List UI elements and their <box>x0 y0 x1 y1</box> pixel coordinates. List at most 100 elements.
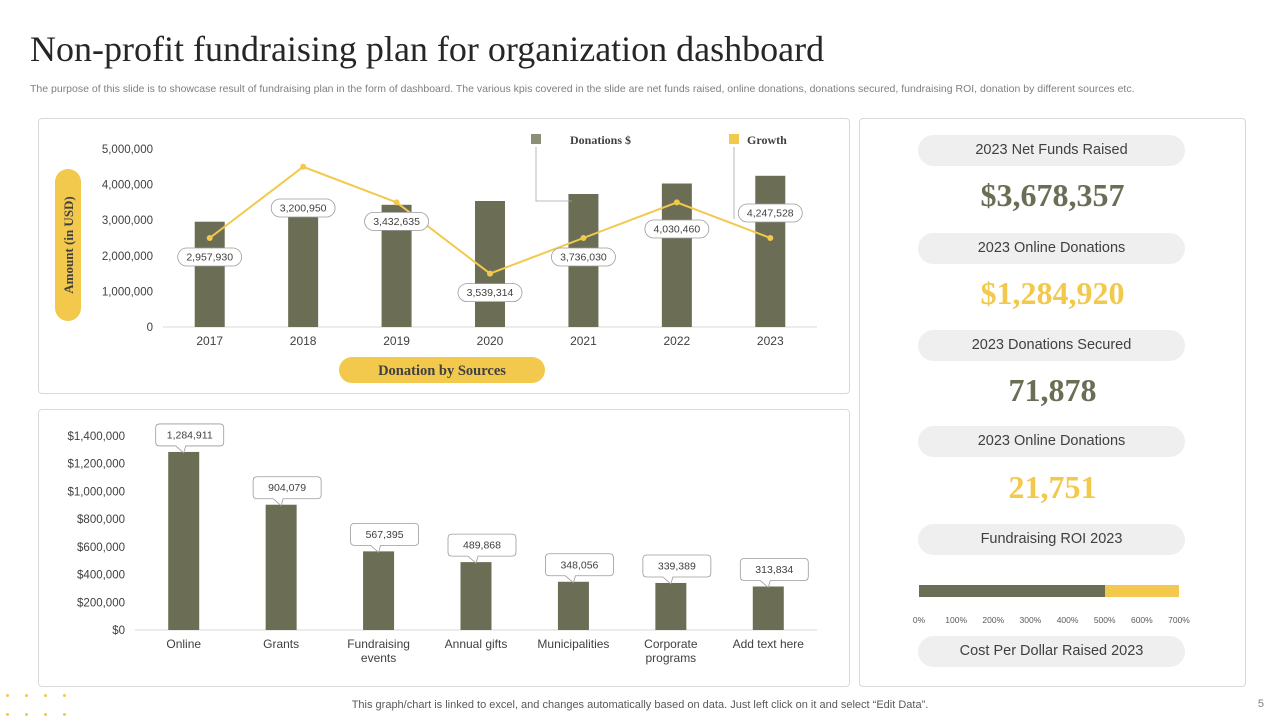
source-data-label-text: 489,868 <box>463 540 501 552</box>
source-data-label-box <box>739 558 809 589</box>
y-tick-label: $1,000,000 <box>67 486 125 498</box>
chart-title-pill <box>339 357 545 383</box>
y-tick-label: 0 <box>147 322 153 334</box>
donation-data-label: 3,432,635 <box>364 212 429 231</box>
kpi-value-online-donations: $1,284,920 <box>980 275 1125 311</box>
roi-tick-label: 700% <box>1168 615 1190 625</box>
x-tick-line: Add text here <box>733 637 805 651</box>
donation-sources-panel: $0 $200,000 $400,000 $600,000 $800,000 $1,000… <box>38 409 850 687</box>
donation-data-label-text: 3,539,314 <box>467 287 514 299</box>
x-tick-line: Municipalities <box>537 637 609 651</box>
y-tick-label: $200,000 <box>77 597 125 609</box>
source-data-label: 567,395 <box>350 522 419 554</box>
roi-progress-bar <box>919 585 1179 597</box>
roi-tick-label: 400% <box>1056 615 1079 625</box>
donation-bar <box>288 213 319 327</box>
source-bar <box>460 562 492 630</box>
x-tick-line: Online <box>166 637 201 651</box>
y-tick-label: $600,000 <box>77 542 125 554</box>
source-data-label-text: 313,834 <box>755 564 793 576</box>
roi-axis: 0% 100% 200% 300% 400% 500% 600% 700% <box>911 615 1191 627</box>
growth-point <box>300 163 307 170</box>
donation-data-label-box <box>551 247 616 267</box>
legend-donations-leader <box>535 147 572 202</box>
growth-point <box>580 235 587 241</box>
legend-growth-label: Growth <box>747 133 787 147</box>
roi-tick-label: 200% <box>982 615 1005 625</box>
source-data-label-box <box>545 553 614 584</box>
y-axis-title-text: Amount (in USD) <box>61 196 76 294</box>
source-data-label: 313,834 <box>739 558 809 589</box>
source-data-label: 489,868 <box>447 533 517 564</box>
yearly-donations-panel: 0 1,000,000 2,000,000 3,000,000 4,000,000 5,0… <box>38 118 850 394</box>
chart-title-text: Donation by Sources <box>378 363 506 379</box>
source-bar <box>168 451 200 630</box>
donation-data-label-box <box>737 203 803 223</box>
decor-dot <box>6 694 9 697</box>
source-data-label: 348,056 <box>545 553 614 584</box>
source-data-label-text: 339,389 <box>658 560 696 572</box>
x-tick-line: Fundraising <box>347 637 410 651</box>
donation-data-label-box <box>270 198 336 218</box>
donation-data-label-box <box>457 283 523 302</box>
legend-donations-label: Donations $ <box>570 133 631 147</box>
x-tick-line: Grants <box>263 637 299 651</box>
decor-dot <box>25 713 28 716</box>
decor-dot <box>6 713 9 716</box>
roi-tick-label: 600% <box>1130 615 1153 625</box>
roi-tick-label: 500% <box>1093 615 1116 625</box>
yearly-donations-chart[interactable]: 0 1,000,000 2,000,000 3,000,000 4,000,000 5,0… <box>39 119 849 393</box>
x-tick-label: Online <box>166 637 201 651</box>
donation-data-label-text: 2,957,930 <box>186 252 233 264</box>
page-number: 5 <box>1257 698 1264 710</box>
source-data-label-text: 348,056 <box>560 559 598 571</box>
roi-progress-remainder <box>1104 585 1179 597</box>
growth-point <box>206 235 213 241</box>
chart-legend: Donations $ Growth <box>531 133 787 219</box>
source-bar <box>655 582 687 630</box>
donation-data-label: 3,736,030 <box>551 247 616 267</box>
donation-data-label-text: 3,432,635 <box>373 216 420 228</box>
growth-point <box>393 199 400 206</box>
x-tick-label: 2023 <box>757 334 784 348</box>
donation-data-label: 3,539,314 <box>457 283 523 302</box>
roi-tick-label: 300% <box>1019 615 1042 625</box>
growth-point <box>767 235 774 241</box>
x-tick-label: Annual gifts <box>445 637 508 651</box>
donation-data-label: 4,030,460 <box>644 219 710 239</box>
x-tick-label: 2020 <box>477 334 504 348</box>
decor-dot <box>25 694 28 697</box>
kpi-label-online-donations: 2023 Online Donations <box>918 233 1185 264</box>
roi-tick-label: 0% <box>912 615 926 625</box>
decor-dot <box>44 713 47 716</box>
y-tick-label: $0 <box>112 625 125 637</box>
y-axis-title-pill <box>55 169 81 321</box>
y-tick-label: $800,000 <box>77 514 125 526</box>
kpi-label-online-donations-count: 2023 Online Donations <box>918 426 1185 457</box>
page-subtitle: The purpose of this slide is to showcase… <box>30 83 1135 95</box>
page-title: Non-profit fundraising plan for organiza… <box>30 29 825 69</box>
donation-bar <box>475 201 505 327</box>
x-tick-label: 2019 <box>383 334 410 348</box>
source-bar <box>265 504 297 630</box>
x-tick-label: Add text here <box>733 637 805 651</box>
y-tick-label: 3,000,000 <box>102 215 153 227</box>
donation-data-label-text: 3,736,030 <box>560 252 607 264</box>
donation-bar <box>661 183 692 327</box>
kpi-value-online-donations-count: 21,751 <box>1008 469 1097 505</box>
source-data-label-text: 567,395 <box>366 529 404 541</box>
y-tick-label: 5,000,000 <box>102 144 153 156</box>
donation-data-label-box <box>644 219 710 239</box>
source-data-label-text: 904,079 <box>268 482 306 494</box>
source-data-label-box <box>642 554 712 585</box>
donation-data-label: 4,247,528 <box>737 203 803 223</box>
donation-data-label: 2,957,930 <box>177 247 243 267</box>
growth-point <box>487 270 493 277</box>
donation-data-label-text: 3,200,950 <box>280 203 327 215</box>
decor-dot <box>63 713 66 716</box>
x-tick-label: Fundraising events <box>347 637 410 665</box>
donation-bar <box>755 175 786 327</box>
donation-sources-chart[interactable]: $0 $200,000 $400,000 $600,000 $800,000 $1,000… <box>39 410 849 686</box>
legend-growth-swatch <box>729 134 739 144</box>
kpi-panel: 2023 Net Funds Raised $3,678,357 2023 On… <box>859 118 1246 687</box>
